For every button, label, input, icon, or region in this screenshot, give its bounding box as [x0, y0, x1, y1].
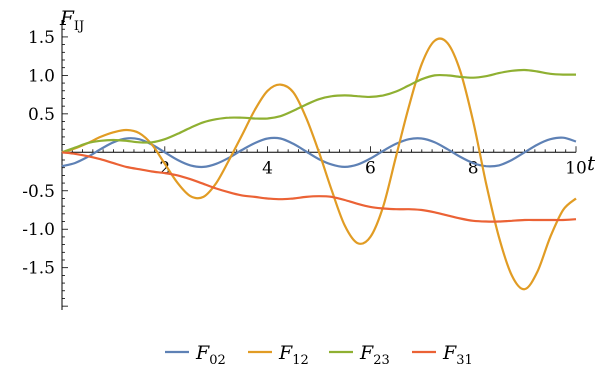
- legend-label-F23: F23: [359, 342, 390, 368]
- legend-label-F31: F31: [442, 342, 473, 368]
- y-tick-label: -1.0: [22, 220, 55, 240]
- x-tick-label: 10: [565, 158, 587, 178]
- y-tick-label: -1.5: [22, 259, 55, 279]
- series-line-F12: [61, 37, 577, 291]
- x-tick-label: 2: [159, 158, 170, 178]
- series-lines: [61, 37, 577, 291]
- legend-label-F12: F12: [278, 342, 309, 368]
- series-line-F23: [61, 68, 577, 154]
- y-tick-label: 1.5: [28, 28, 55, 48]
- y-tick-label: 1.0: [28, 66, 55, 86]
- y-axis-title: FIJ: [59, 6, 84, 34]
- y-tick-label: 0.5: [28, 105, 55, 125]
- legend-label-F02: F02: [195, 342, 226, 368]
- y-axis-title-sub: IJ: [74, 19, 84, 34]
- x-tick-label: 4: [262, 158, 273, 178]
- x-axis-title: t: [587, 151, 596, 175]
- legend: F02 F12 F23 F31: [165, 342, 473, 368]
- x-tick-label: 6: [365, 158, 376, 178]
- x-tick-label: 8: [468, 158, 479, 178]
- series-line-F31: [61, 151, 577, 223]
- y-axis-title-main: F: [59, 6, 75, 30]
- y-tick-label: -0.5: [22, 182, 55, 202]
- ticks: 2 4 6 8 10 -1.5 -1.0 -0.5 0.5 1.0 1.5: [22, 21, 587, 307]
